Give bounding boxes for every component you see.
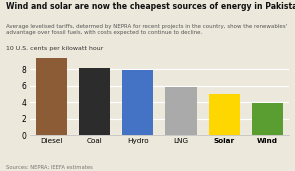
Bar: [36, 58, 67, 135]
Text: Wind and solar are now the cheapest sources of energy in Pakistan: Wind and solar are now the cheapest sour…: [6, 2, 295, 11]
Text: Sources: NEPRA; IEEFA estimates: Sources: NEPRA; IEEFA estimates: [6, 164, 93, 169]
Bar: [79, 68, 110, 135]
Bar: [252, 103, 283, 135]
Text: Average levelised tariffs, determed by NEPRA for recent projects in the country,: Average levelised tariffs, determed by N…: [6, 24, 287, 35]
Bar: [165, 88, 196, 135]
Text: 10 U.S. cents per kilowatt hour: 10 U.S. cents per kilowatt hour: [6, 46, 103, 51]
Bar: [122, 70, 153, 135]
Bar: [209, 94, 240, 135]
